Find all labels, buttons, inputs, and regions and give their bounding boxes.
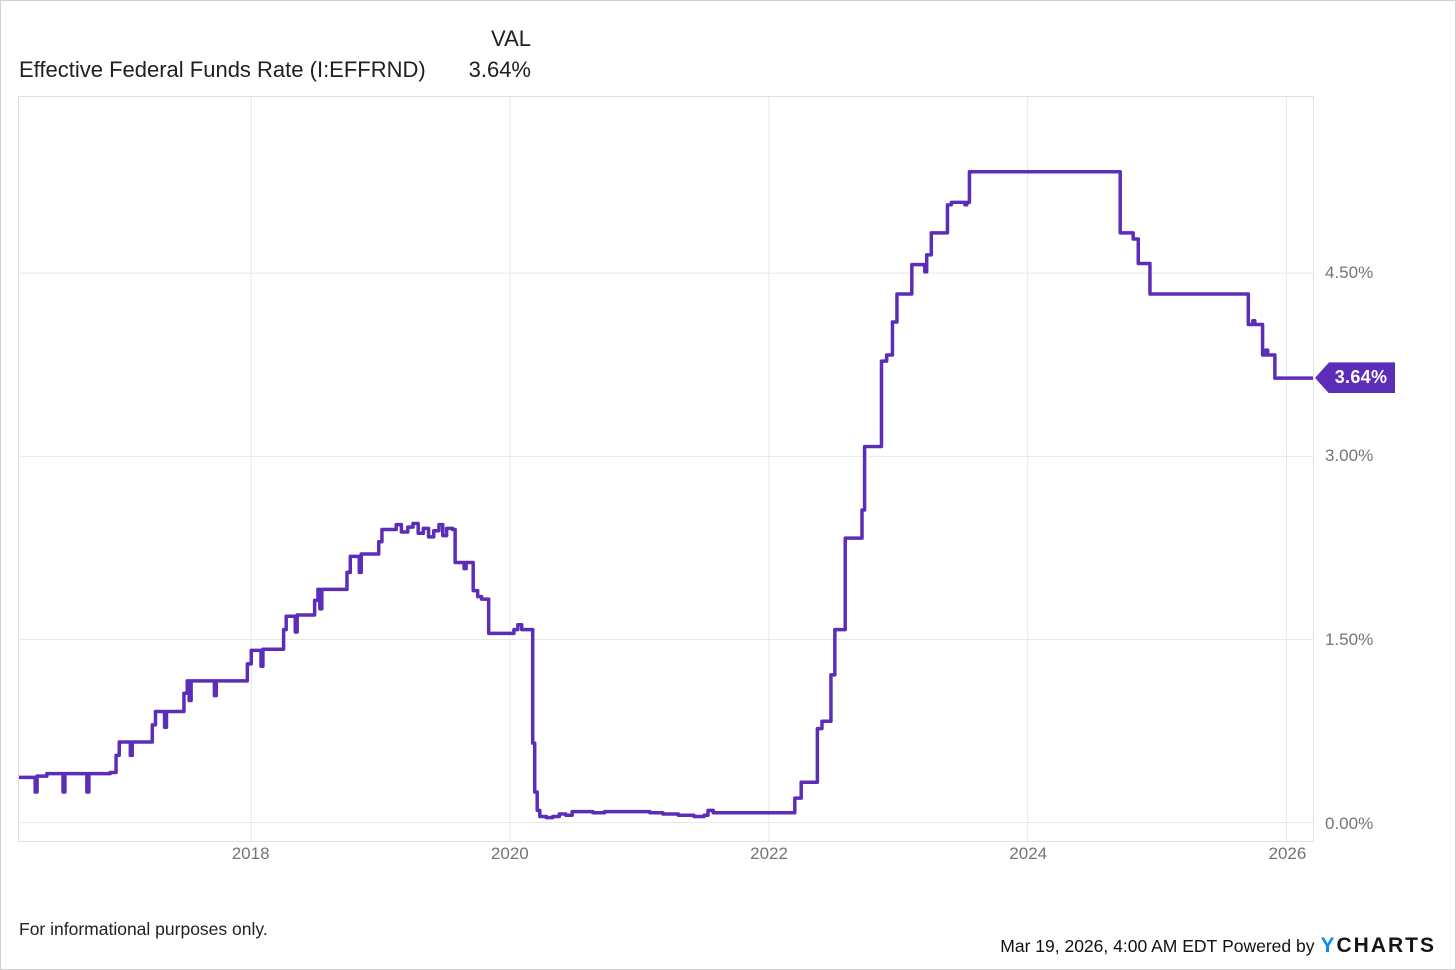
y-tick-label: 1.50% — [1325, 629, 1374, 649]
x-tick-label: 2024 — [1009, 844, 1048, 863]
y-tick-label: 4.50% — [1325, 262, 1374, 282]
footer-attribution: Mar 19, 2026, 4:00 AM EDT Powered by YCH… — [1000, 934, 1436, 958]
ycharts-logo-y: Y — [1320, 934, 1337, 957]
powered-by-label: Powered by — [1217, 936, 1315, 956]
chart-title: Effective Federal Funds Rate (I:EFFRND) — [19, 57, 426, 82]
val-current-value: 3.64% — [468, 57, 531, 82]
val-column: VAL 3.64% — [401, 25, 531, 84]
x-tick-label: 2026 — [1268, 844, 1307, 863]
last-value-badge-label: 3.64% — [1334, 367, 1388, 388]
y-tick-label: 3.00% — [1325, 446, 1374, 466]
last-value-badge: 3.64% — [1315, 362, 1395, 394]
ycharts-logo: YCHARTS — [1320, 934, 1436, 958]
x-tick-label: 2018 — [231, 844, 270, 863]
disclaimer-text: For informational purposes only. — [19, 919, 268, 939]
ycharts-logo-charts: CHARTS — [1336, 934, 1436, 957]
x-tick-label: 2022 — [750, 844, 788, 863]
y-tick-label: 0.00% — [1325, 813, 1374, 833]
rate-line-chart — [19, 97, 1313, 841]
timestamp: Mar 19, 2026, 4:00 AM EDT — [1000, 936, 1218, 956]
plot-area[interactable] — [18, 96, 1314, 842]
rate-series-line — [19, 170, 1313, 820]
x-tick-label: 2020 — [490, 844, 529, 863]
val-column-header: VAL — [491, 26, 531, 51]
